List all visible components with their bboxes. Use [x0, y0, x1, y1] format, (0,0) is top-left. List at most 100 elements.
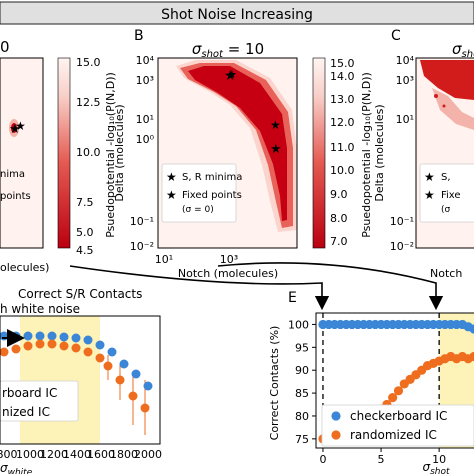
legend-black-star-icon: ★	[166, 188, 177, 202]
xtick-label: 10	[432, 453, 446, 466]
data-point-randomized	[388, 393, 398, 403]
d-xtick-label: 1200	[40, 448, 68, 461]
c-legend-label: S,	[441, 172, 451, 183]
cbar-b-tick-label: 12.0	[330, 116, 355, 129]
d-xtick-label: 800	[0, 448, 18, 461]
data-point-randomized	[393, 386, 404, 396]
panel-b-black-star: ★	[227, 68, 237, 81]
cbar-b-tick-label: 11.0	[330, 141, 355, 154]
panel-b-markers: ★ ★ ★ ★	[224, 68, 282, 157]
d-xtick-label: 1800	[110, 448, 138, 461]
panel-b-xticks: 10¹ 10³	[155, 253, 238, 266]
data-point-randomized	[469, 351, 474, 362]
connector-arrows	[69, 262, 444, 311]
legend-marker	[331, 411, 341, 421]
panel-a-xlabel-fragment: olecules)	[0, 261, 49, 274]
panel-a-legend-text-1: nima	[0, 169, 25, 180]
c-ytick-label: 10¹	[396, 113, 414, 126]
d-xtick-label: 1400	[63, 448, 91, 461]
panel-b-letter: B	[134, 28, 144, 44]
panel-b-yticks: 10⁴ 10³ 10¹ 10⁰ 10⁻¹ 10⁻²	[130, 54, 155, 253]
cbar-a-tick-label: 10.0	[76, 146, 101, 159]
panel-a-colorbar-ticks: 15.0 12.5 10.0 7.5 5.0 4.5	[76, 56, 101, 257]
cbar-b-tick-label: 15.0	[330, 57, 355, 70]
panel-e-plot: 75 80 85 90 95 100 0 5 10 checkerboard IC randomiz…	[288, 312, 474, 466]
panel-b-density-band	[176, 60, 297, 232]
c-ytick-label: 10⁴	[396, 54, 415, 67]
panel-d-xticks: 800 1000 1200 1400 1600 1800 2000	[0, 448, 162, 461]
ytick-label: 100	[288, 318, 309, 331]
panel-d-xlabel: σwhite	[0, 461, 33, 474]
b-xtick-label: 10¹	[155, 253, 173, 266]
panel-c-letter: C	[391, 28, 401, 44]
panel-e-ylabel: Correct Contacts (%)	[268, 326, 281, 441]
legend-marker	[331, 430, 341, 440]
ytick-label: 95	[295, 341, 309, 354]
panel-c: C σshot Delta (molecules) 10⁴ 10³ 10¹ 10…	[373, 28, 474, 280]
c-ytick-label: 10³	[396, 74, 414, 87]
b-legend-label: Fixed points	[182, 190, 242, 201]
panel-b-colorbar	[312, 57, 326, 249]
panel-b-black-star: ★	[270, 118, 281, 132]
cbar-b-tick-label: 9.0	[330, 188, 348, 201]
b-ytick-label: 10⁴	[136, 54, 155, 67]
panel-b-colorbar-label: Psuedopotential -log₁₀(P(N,D))	[360, 72, 373, 238]
cbar-a-tick-label: 15.0	[76, 56, 101, 69]
panel-b-colorbar-ticks: 15.0 14.0 13.0 12.0 11.0 10.0 9.0 8.0 7.…	[330, 57, 355, 248]
cbar-b-tick-label: 13.0	[330, 93, 355, 106]
cbar-a-tick-label: 7.5	[76, 196, 94, 209]
ytick-label: 75	[295, 433, 309, 446]
cbar-a-tick-label: 4.5	[76, 244, 94, 257]
d-legend-label: nized IC	[2, 405, 50, 419]
b-legend-label: S, R minima	[182, 172, 242, 183]
legend-label: checkerboard IC	[350, 409, 447, 423]
b-xtick-label: 10³	[220, 253, 238, 266]
d-xtick-label: 1000	[16, 448, 44, 461]
panel-a-heatmap	[0, 58, 43, 248]
cbar-b-tick-label: 7.0	[330, 235, 348, 248]
panel-b-title: σshot = 10	[192, 40, 264, 60]
arrow-a-to-e-0	[69, 265, 330, 311]
panel-d-title-line2: h white noise	[0, 302, 80, 316]
ytick-label: 80	[295, 410, 309, 423]
d-xtick-label: 2000	[134, 448, 162, 461]
b-ytick-label: 10⁻²	[130, 240, 154, 253]
xtick-label: 0	[319, 453, 326, 466]
panel-a-colorbar	[57, 57, 71, 249]
banner-title: Shot Noise Increasing	[161, 7, 313, 23]
panel-d-points	[0, 331, 153, 435]
panel-b-xlabel: Notch (molecules)	[178, 267, 278, 280]
panel-d-legend: rboard IC nized IC	[0, 380, 79, 422]
panel-b-ylabel: Delta (molecules)	[113, 104, 126, 201]
b-ytick-label: 10¹	[136, 113, 154, 126]
panel-a-black-star: ★	[15, 119, 26, 133]
c-legend-label: Fixe	[441, 190, 461, 201]
b-ytick-label: 10³	[136, 74, 154, 87]
cbar-b-tick-label: 10.0	[330, 164, 355, 177]
legend-green-star-icon: ★	[166, 170, 177, 184]
panel-c-yticks: 10⁴ 10³ 10¹ 10⁻¹ 10⁻²	[390, 54, 415, 253]
d-xtick-label: 1600	[87, 448, 115, 461]
cbar-a-tick-label: 5.0	[76, 226, 94, 239]
cbar-b-tick-label: 8.0	[330, 212, 348, 225]
arrow-b-to-e-10	[217, 262, 444, 311]
ytick-label: 90	[295, 364, 309, 377]
cbar-b-tick-label: 14.0	[330, 70, 355, 83]
d-legend-label: rboard IC	[2, 386, 57, 400]
panel-d-title-line1: Correct S/R Contacts	[18, 287, 142, 301]
c-ytick-label: 10⁻¹	[390, 215, 414, 228]
b-ytick-label: 10⁰	[136, 133, 155, 146]
panel-d: Correct S/R Contacts h white noise	[0, 287, 162, 474]
b-legend-label: (σ = 0)	[182, 205, 214, 215]
panel-a-green-star: ★	[9, 122, 21, 137]
panel-a-sigma-fragment: 0	[0, 38, 10, 56]
ytick-label: 85	[295, 387, 309, 400]
xtick-label: 5	[378, 453, 385, 466]
legend-label: randomized IC	[350, 428, 437, 442]
c-ytick-label: 10⁻²	[390, 240, 414, 253]
panel-a: 0 ★ ★ nima points olecules) 15.0 12.5 10…	[0, 38, 117, 274]
panel-c-legend: ★ S, ★ Fixe (σ	[419, 163, 474, 223]
panel-c-xlabel-fragment: Notch	[430, 267, 462, 280]
panel-e: E Correct Contacts (%) 75 80 85 90 95 100 0 5 10…	[268, 290, 474, 474]
